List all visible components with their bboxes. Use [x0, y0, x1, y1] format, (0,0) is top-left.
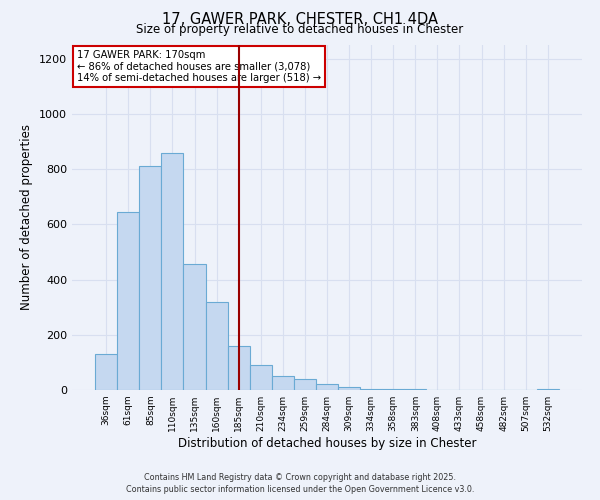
Bar [161, 152, 184, 390]
Bar [360, 388, 382, 390]
Text: Size of property relative to detached houses in Chester: Size of property relative to detached ho… [136, 22, 464, 36]
Bar [294, 379, 316, 390]
X-axis label: Distribution of detached houses by size in Chester: Distribution of detached houses by size … [178, 437, 476, 450]
Bar [250, 364, 272, 390]
Text: Contains HM Land Registry data © Crown copyright and database right 2025.
Contai: Contains HM Land Registry data © Crown c… [126, 472, 474, 494]
Bar [272, 376, 294, 390]
Bar [184, 264, 206, 390]
Bar [338, 386, 360, 390]
Bar [206, 302, 227, 390]
Bar [316, 384, 338, 390]
Bar [227, 346, 250, 390]
Bar [537, 389, 559, 390]
Bar [117, 212, 139, 390]
Bar [382, 389, 404, 390]
Y-axis label: Number of detached properties: Number of detached properties [20, 124, 34, 310]
Bar [95, 354, 117, 390]
Text: 17, GAWER PARK, CHESTER, CH1 4DA: 17, GAWER PARK, CHESTER, CH1 4DA [162, 12, 438, 28]
Bar [139, 166, 161, 390]
Text: 17 GAWER PARK: 170sqm
← 86% of detached houses are smaller (3,078)
14% of semi-d: 17 GAWER PARK: 170sqm ← 86% of detached … [77, 50, 321, 84]
